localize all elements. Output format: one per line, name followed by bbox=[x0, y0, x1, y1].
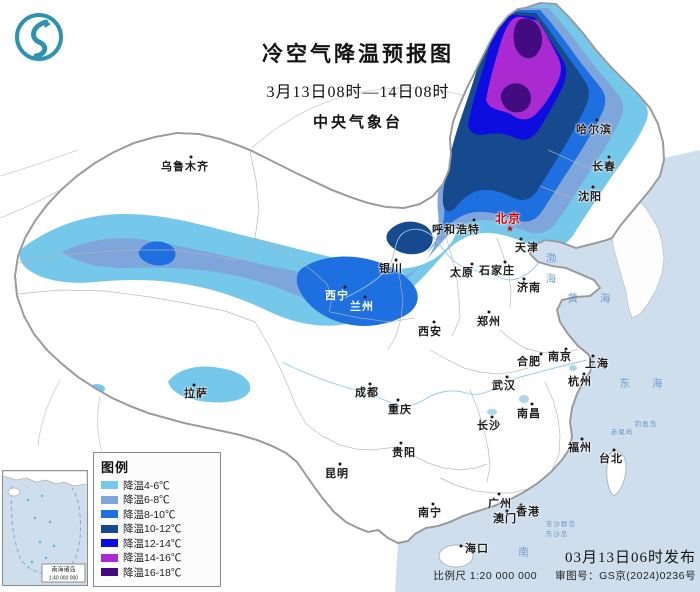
south-china-sea-inset: 南海诸岛 1:40 000 000 bbox=[2, 470, 88, 586]
band-降温4-6℃ bbox=[56, 369, 68, 377]
legend-label: 降温12-14℃ bbox=[123, 537, 182, 550]
legend-swatch bbox=[101, 539, 118, 548]
legend-row: 降温12-14℃ bbox=[101, 536, 213, 551]
legend-swatch bbox=[101, 524, 118, 533]
legend-swatch bbox=[101, 481, 118, 490]
legend-items: 降温4-6℃ 降温6-8℃ 降温8-10℃ 降温10-12℃ 降温12-14℃ 降温14-… bbox=[101, 478, 213, 580]
china-border-stroke bbox=[14, 2, 665, 544]
legend-swatch bbox=[101, 568, 118, 577]
agency-name: 中央气象台 bbox=[312, 114, 403, 131]
inset-label-box bbox=[41, 563, 86, 583]
rivers bbox=[281, 228, 588, 407]
foreign-borders bbox=[0, 87, 481, 469]
legend-row: 降温10-12℃ bbox=[101, 522, 213, 537]
legend-row: 降温4-6℃ bbox=[101, 478, 213, 493]
legend-label: 降温10-12℃ bbox=[123, 523, 182, 536]
legend-swatch bbox=[101, 495, 118, 504]
footer-meta: 比例尺 1:20 000 000 审图号：GS京(2024)0236号 bbox=[433, 568, 696, 583]
map-scale: 比例尺 1:20 000 000 bbox=[433, 570, 538, 582]
inset-scale: 1:40 000 000 bbox=[49, 576, 78, 582]
legend-row: 降温16-18℃ bbox=[101, 565, 213, 580]
korean-peninsula bbox=[611, 201, 665, 319]
legend-swatch bbox=[101, 553, 118, 562]
band-降温16-18℃ bbox=[513, 18, 543, 59]
legend-label: 降温16-18℃ bbox=[123, 566, 182, 579]
legend-label: 降温6-8℃ bbox=[123, 494, 170, 507]
lakes bbox=[487, 365, 577, 415]
cma-logo-icon bbox=[15, 13, 63, 61]
legend-row: 降温8-10℃ bbox=[101, 507, 213, 522]
forecast-period: 3月13日08时—14日08时 bbox=[266, 84, 450, 101]
legend-title: 图例 bbox=[101, 460, 130, 475]
issued-time: 03月13日06时发布 bbox=[564, 550, 696, 566]
band-降温4-6℃ bbox=[168, 366, 251, 403]
legend: 图例 降温4-6℃ 降温6-8℃ 降温8-10℃ 降温10-12℃ 降温12-14℃ 降温… bbox=[93, 452, 221, 587]
page-title: 冷空气降温预报图 bbox=[262, 42, 454, 66]
inset-label: 南海诸岛 bbox=[51, 566, 75, 574]
legend-label: 降温14-16℃ bbox=[123, 552, 182, 565]
title-block: 冷空气降温预报图 3月13日08时—14日08时 中央气象台 bbox=[262, 38, 454, 132]
legend-label: 降温8-10℃ bbox=[123, 508, 176, 521]
cooling-bands bbox=[19, 3, 648, 403]
legend-row: 降温6-8℃ bbox=[101, 493, 213, 508]
hainan-island bbox=[438, 544, 474, 568]
legend-label: 降温4-6℃ bbox=[123, 479, 170, 492]
legend-row: 降温14-16℃ bbox=[101, 551, 213, 566]
taiwan-island bbox=[606, 450, 627, 497]
band-降温16-18℃ bbox=[500, 83, 531, 113]
approval-number: 审图号：GS京(2024)0236号 bbox=[555, 570, 696, 582]
band-降温8-10℃ bbox=[138, 241, 176, 266]
legend-swatch bbox=[101, 510, 118, 519]
